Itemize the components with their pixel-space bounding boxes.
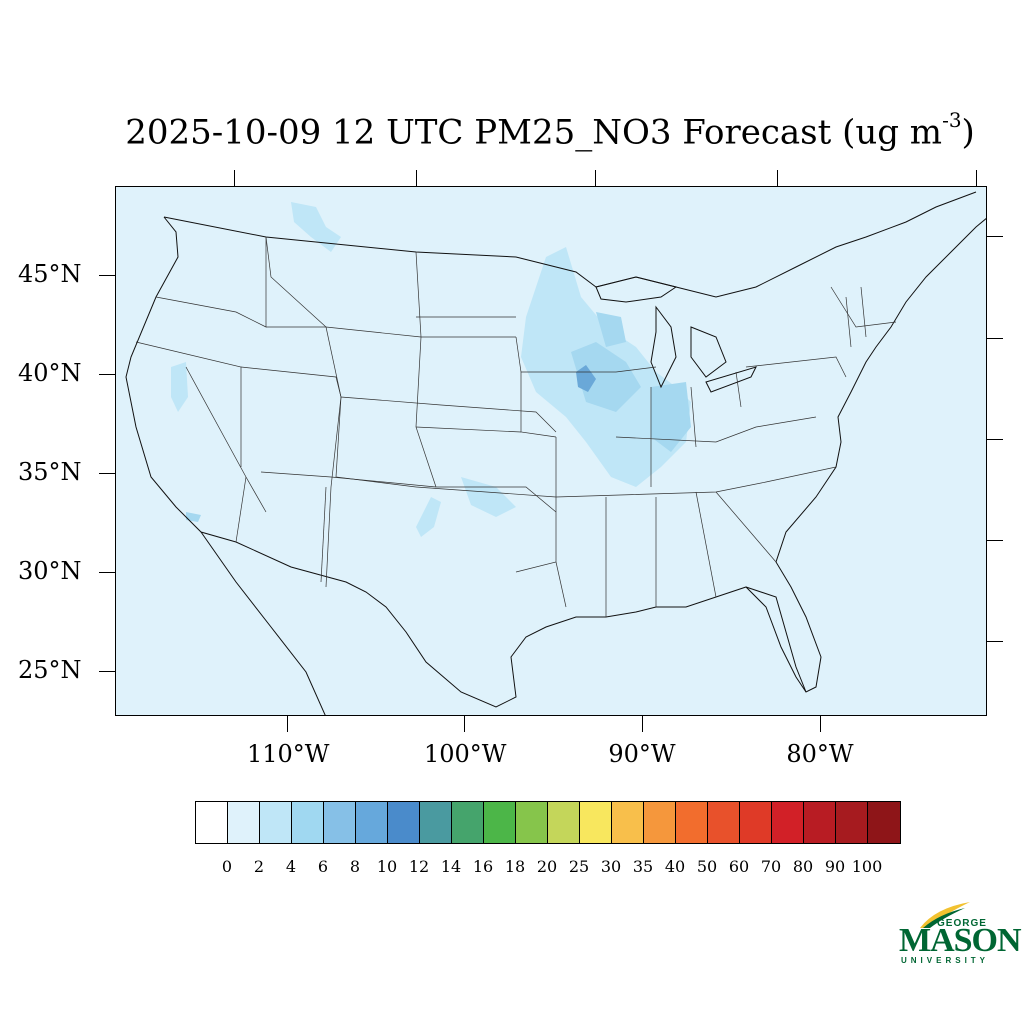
colorbar-tick-label: 30 [600, 857, 622, 876]
colorbar-swatch [772, 802, 804, 843]
colorbar-swatch [292, 802, 324, 843]
lat-label-30: 30°N [18, 557, 82, 585]
tick-bottom-100 [464, 716, 465, 732]
colorbar-tick-label: 80 [792, 857, 814, 876]
tick-top-2 [416, 170, 417, 186]
colorbar-swatch [804, 802, 836, 843]
great-lakes-erie [705, 366, 757, 393]
state-borders [135, 236, 897, 617]
colorbar-tick-label: 40 [664, 857, 686, 876]
colorbar-swatch [740, 802, 772, 843]
lon-label-110: 110°W [247, 740, 330, 768]
colorbar-swatch [196, 802, 228, 843]
logo-university-text: UNIVERSITY [901, 956, 990, 965]
tick-bottom-90 [642, 716, 643, 732]
colorbar-swatch [484, 802, 516, 843]
logo-mason-text: MASON [899, 922, 1022, 959]
tick-left-35 [99, 473, 115, 474]
colorbar-tick-label: 70 [760, 857, 782, 876]
plume-southern-ca [186, 512, 201, 522]
tick-bottom-110 [287, 716, 288, 732]
plume-montana [291, 202, 341, 252]
plume-iowa-illinois [571, 342, 641, 412]
colorbar-swatch [644, 802, 676, 843]
colorbar-swatch [420, 802, 452, 843]
colorbar-swatch [548, 802, 580, 843]
tick-top-4 [777, 170, 778, 186]
colorbar-tick-label: 0 [221, 857, 233, 876]
lat-label-25: 25°N [18, 656, 82, 684]
colorbar-swatch [260, 802, 292, 843]
colorbar-tick-label: 4 [285, 857, 297, 876]
tick-right-2 [987, 338, 1003, 339]
tick-right-1 [987, 236, 1003, 237]
tick-right-4 [987, 540, 1003, 541]
lon-label-100: 100°W [424, 740, 507, 768]
colorbar-tick-label: 50 [696, 857, 718, 876]
logo-george-text: GEORGE [937, 918, 987, 929]
colorbar-swatch [324, 802, 356, 843]
logo-swoosh-icon [920, 902, 970, 928]
great-lakes-michigan [650, 305, 677, 389]
great-lakes-superior [595, 276, 678, 303]
colorbar-tick-label: 90 [824, 857, 846, 876]
colorbar-tick-label: 6 [317, 857, 329, 876]
colorbar-tick-label: 25 [568, 857, 590, 876]
colorbar-swatch [452, 802, 484, 843]
colorbar-tick-label: 18 [504, 857, 526, 876]
tick-left-40 [99, 374, 115, 375]
tick-top-3 [595, 170, 596, 186]
tick-bottom-80 [820, 716, 821, 732]
colorbar [195, 801, 901, 844]
lat-label-45: 45°N [18, 260, 82, 288]
colorbar-tick-label: 12 [408, 857, 430, 876]
florida [745, 586, 807, 693]
colorbar-swatch [836, 802, 868, 843]
colorbar-tick-label: 8 [349, 857, 361, 876]
lat-label-40: 40°N [18, 359, 82, 387]
tick-top-1 [234, 170, 235, 186]
tick-right-5 [987, 641, 1003, 642]
colorbar-swatch [388, 802, 420, 843]
lon-label-90: 90°W [608, 740, 676, 768]
colorbar-tick-label: 16 [472, 857, 494, 876]
colorbar-tick-label: 60 [728, 857, 750, 876]
colorbar-swatch [708, 802, 740, 843]
plume-indiana [651, 382, 691, 452]
lat-label-35: 35°N [18, 458, 82, 486]
tick-left-45 [99, 275, 115, 276]
colorbar-swatch [228, 802, 260, 843]
colorbar-swatch [612, 802, 644, 843]
plume-new-mexico [416, 497, 441, 537]
us-map [125, 191, 986, 715]
baja [200, 531, 326, 715]
great-lakes-huron [690, 326, 727, 378]
colorbar-tick-label: 20 [536, 857, 558, 876]
colorbar-swatch [580, 802, 612, 843]
gmu-logo: GEORGE MASON UNIVERSITY [895, 900, 1022, 970]
colorbar-tick-label: 10 [376, 857, 398, 876]
colorbar-swatch [676, 802, 708, 843]
pm25-plumes [171, 202, 691, 537]
colorbar-tick-label: 35 [632, 857, 654, 876]
colorbar-swatch [516, 802, 548, 843]
lon-label-80: 80°W [786, 740, 854, 768]
colorbar-tick-label: 2 [253, 857, 265, 876]
colorbar-tick-label: 14 [440, 857, 462, 876]
canada-border [163, 191, 977, 298]
tick-left-30 [99, 572, 115, 573]
plume-wisconsin [596, 312, 626, 347]
tick-top-5 [976, 170, 977, 186]
map-panel [115, 186, 987, 716]
tick-right-3 [987, 439, 1003, 440]
colorbar-tick-label: 100 [851, 857, 883, 876]
plume-oklahoma [461, 477, 516, 517]
plume-california [171, 362, 188, 412]
tick-left-25 [99, 671, 115, 672]
colorbar-swatch [868, 802, 900, 843]
chart-title: 2025-10-09 12 UTC PM25_NO3 Forecast (ug … [125, 108, 975, 153]
colorbar-swatch [356, 802, 388, 843]
